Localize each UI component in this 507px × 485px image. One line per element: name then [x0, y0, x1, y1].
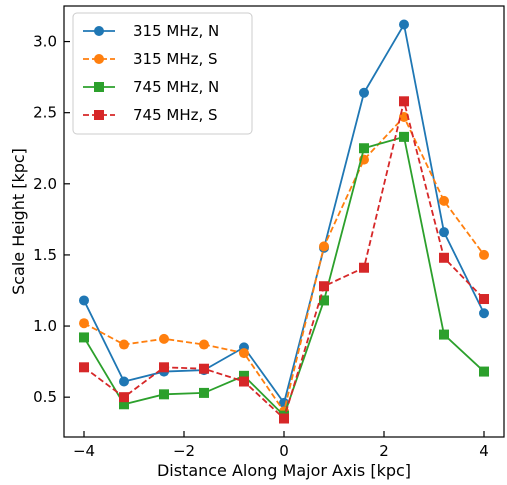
legend-marker: [94, 82, 104, 92]
legend-label: 315 MHz, S: [133, 50, 218, 68]
data-point: [359, 262, 369, 273]
legend-item: 745 MHz, N: [83, 78, 219, 96]
data-point: [199, 387, 209, 398]
data-point: [199, 363, 209, 374]
ticks-layer: −4 −2 0 2 4 0.5 1.0 1.5 2.0 2.5 3.0: [33, 33, 489, 460]
x-tick-label: −2: [173, 442, 195, 460]
y-tick-label: 0.5: [33, 388, 57, 406]
legend-label: 745 MHz, S: [133, 106, 218, 124]
x-tick-label: 2: [379, 442, 389, 460]
y-tick-label: 2.0: [33, 175, 57, 193]
data-point: [79, 318, 89, 329]
data-point: [119, 339, 129, 350]
data-point: [359, 87, 369, 98]
series-4: [79, 96, 489, 424]
legend-marker: [94, 110, 104, 120]
data-point: [199, 339, 209, 350]
data-point: [479, 249, 489, 260]
y-tick-label: 1.5: [33, 246, 57, 264]
data-point: [79, 362, 89, 373]
legend-marker: [94, 54, 104, 64]
data-point: [399, 96, 409, 107]
data-point: [239, 376, 249, 387]
data-point: [119, 399, 129, 410]
legend-label: 745 MHz, N: [133, 78, 219, 96]
legend-marker: [94, 26, 104, 36]
data-point: [399, 19, 409, 30]
data-point: [119, 392, 129, 403]
legend-item: 315 MHz, S: [83, 50, 218, 68]
data-point: [279, 397, 289, 408]
data-point: [319, 241, 329, 252]
data-point: [319, 281, 329, 292]
series-line: [83, 101, 485, 421]
legend-label: 315 MHz, N: [133, 22, 219, 40]
legend-item: 745 MHz, S: [83, 106, 218, 124]
data-point: [119, 376, 129, 387]
data-point: [79, 295, 89, 306]
data-point: [479, 366, 489, 377]
data-point: [479, 308, 489, 319]
data-point: [439, 329, 449, 340]
x-tick-label: 4: [479, 442, 489, 460]
data-point: [239, 348, 249, 359]
data-point: [279, 413, 289, 424]
data-point: [159, 362, 169, 373]
y-tick-label: 2.5: [33, 104, 57, 122]
data-point: [439, 227, 449, 238]
data-point: [319, 295, 329, 306]
x-tick-label: 0: [279, 442, 289, 460]
x-tick-label: −4: [73, 442, 95, 460]
data-point: [159, 389, 169, 400]
legend-box: [72, 12, 253, 135]
data-point: [79, 332, 89, 343]
data-point: [439, 195, 449, 206]
series-layer: [79, 19, 489, 424]
data-point: [359, 143, 369, 154]
data-point: [159, 333, 169, 344]
y-tick-label: 3.0: [33, 33, 57, 51]
data-point: [439, 252, 449, 263]
series-2: [79, 111, 489, 417]
legend: 315 MHz, N 315 MHz, S 745 MHz, N 745 MHz, S: [72, 12, 253, 135]
y-tick-label: 1.0: [33, 317, 57, 335]
series-line: [83, 115, 485, 414]
legend-item: 315 MHz, N: [83, 22, 219, 40]
x-axis-label: Distance Along Major Axis [kpc]: [157, 461, 411, 480]
data-point: [239, 370, 249, 381]
data-point: [479, 294, 489, 305]
y-axis-label: Scale Height [kpc]: [9, 148, 28, 295]
data-point: [399, 131, 409, 142]
